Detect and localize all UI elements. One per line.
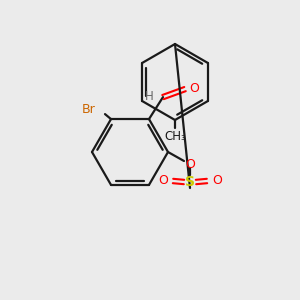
Text: O: O — [189, 82, 199, 94]
Text: O: O — [212, 175, 222, 188]
Text: H: H — [145, 90, 153, 103]
Text: Br: Br — [82, 103, 96, 116]
Text: CH₃: CH₃ — [164, 130, 186, 142]
Text: S: S — [185, 175, 195, 189]
Text: O: O — [158, 175, 168, 188]
Text: O: O — [185, 158, 195, 170]
